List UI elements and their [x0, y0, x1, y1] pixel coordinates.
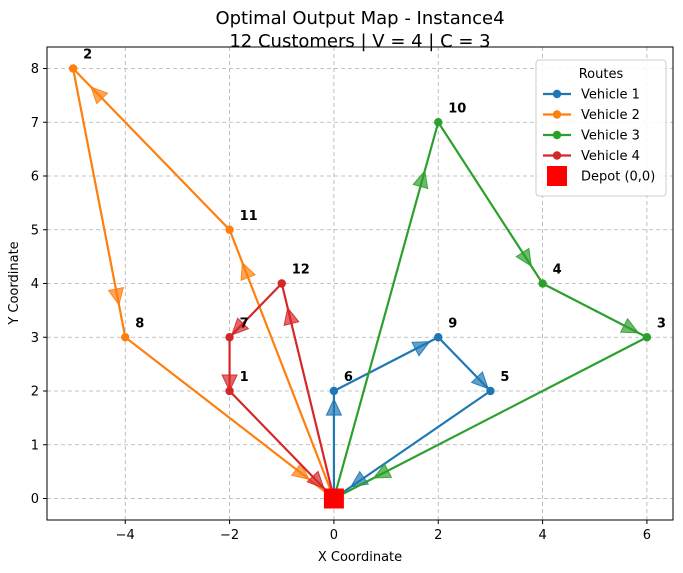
- customer-label: 4: [553, 263, 562, 278]
- customer-label: 9: [448, 316, 457, 331]
- x-tick-label: −4: [116, 528, 135, 543]
- customer-point: [277, 279, 286, 288]
- legend-marker-vehicle-1: [552, 89, 562, 99]
- route-arrow-vehicle-4: [306, 470, 325, 489]
- customer-label: 7: [240, 316, 249, 331]
- customer-label: 11: [240, 209, 258, 224]
- customer-label: 1: [240, 370, 249, 385]
- legend-title: Routes: [579, 67, 624, 82]
- customer-point: [434, 118, 443, 127]
- route-arrow-vehicle-2: [107, 287, 124, 306]
- legend-marker-vehicle-3: [552, 130, 562, 140]
- x-tick-label: 2: [434, 528, 442, 543]
- chart-title-line-1: Optimal Output Map - Instance4: [215, 8, 504, 29]
- customer-point: [538, 279, 547, 288]
- customer-point: [225, 333, 234, 342]
- customer-point: [225, 225, 234, 234]
- customer-label: 10: [448, 101, 466, 116]
- legend-label-vehicle-2: Vehicle 2: [581, 108, 640, 123]
- y-tick-label: 3: [31, 331, 39, 346]
- legend-marker-depot: [547, 166, 567, 186]
- customer-point: [329, 386, 339, 396]
- customer-label: 2: [83, 48, 92, 63]
- route-arrow-vehicle-3: [372, 463, 393, 479]
- route-arrow-vehicle-3: [619, 317, 640, 334]
- legend: Routes Vehicle 1 Vehicle 2 Vehicle 3 Vehicl…: [535, 59, 667, 197]
- route-arrow-vehicle-1: [411, 341, 431, 357]
- customer-point: [68, 64, 78, 73]
- x-tick-label: 6: [643, 528, 651, 543]
- legend-label-depot: Depot (0,0): [581, 170, 655, 185]
- legend-marker-vehicle-2: [552, 110, 562, 119]
- customer-label: 5: [500, 370, 509, 385]
- legend-label-vehicle-4: Vehicle 4: [581, 149, 640, 164]
- customer-label: 12: [292, 263, 310, 278]
- x-axis-label: X Coordinate: [318, 550, 402, 565]
- y-tick-label: 0: [31, 492, 39, 507]
- y-tick-label: 2: [31, 385, 39, 400]
- y-tick-label: 6: [31, 170, 39, 185]
- chart-title: Optimal Output Map - Instance4 12 Custom…: [215, 8, 504, 52]
- legend-marker-vehicle-4: [552, 151, 562, 160]
- route-arrow-vehicle-2: [240, 261, 257, 281]
- route-arrow-vehicle-4: [221, 374, 238, 393]
- y-tick-label: 4: [31, 277, 39, 292]
- y-axis-label: Y Coordinate: [7, 241, 22, 325]
- customer-points: [68, 64, 652, 509]
- customer-point: [642, 333, 652, 342]
- route-arrow-vehicle-1: [325, 397, 343, 416]
- customer-label: 3: [657, 316, 666, 331]
- route-arrow-vehicle-2: [290, 462, 310, 480]
- y-tick-label: 7: [31, 116, 39, 131]
- customer-label: 8: [135, 316, 144, 331]
- customer-point: [225, 386, 234, 396]
- y-tick-label: 8: [31, 62, 39, 77]
- y-tick-label: 5: [31, 223, 39, 238]
- customer-label: 6: [344, 370, 353, 385]
- customer-point: [434, 333, 443, 342]
- chart-title-line-2: 12 Customers | V = 4 | C = 3: [229, 31, 490, 52]
- route-arrow-vehicle-4: [231, 317, 250, 336]
- route-arrow-vehicle-3: [515, 247, 532, 268]
- x-tick-label: 4: [538, 528, 546, 543]
- route-arrow-vehicle-3: [412, 169, 429, 190]
- y-tick-label: 1: [31, 438, 39, 453]
- route-arrow-vehicle-4: [283, 306, 300, 326]
- x-tick-label: 0: [330, 528, 338, 543]
- customer-point: [486, 386, 495, 396]
- legend-label-vehicle-3: Vehicle 3: [581, 129, 640, 144]
- route-arrow-vehicle-2: [90, 86, 109, 105]
- legend-label-vehicle-1: Vehicle 1: [581, 88, 640, 103]
- customer-point: [121, 333, 130, 342]
- depot-marker: [323, 488, 344, 509]
- route-arrow-vehicle-1: [470, 371, 489, 390]
- x-tick-label: −2: [220, 528, 239, 543]
